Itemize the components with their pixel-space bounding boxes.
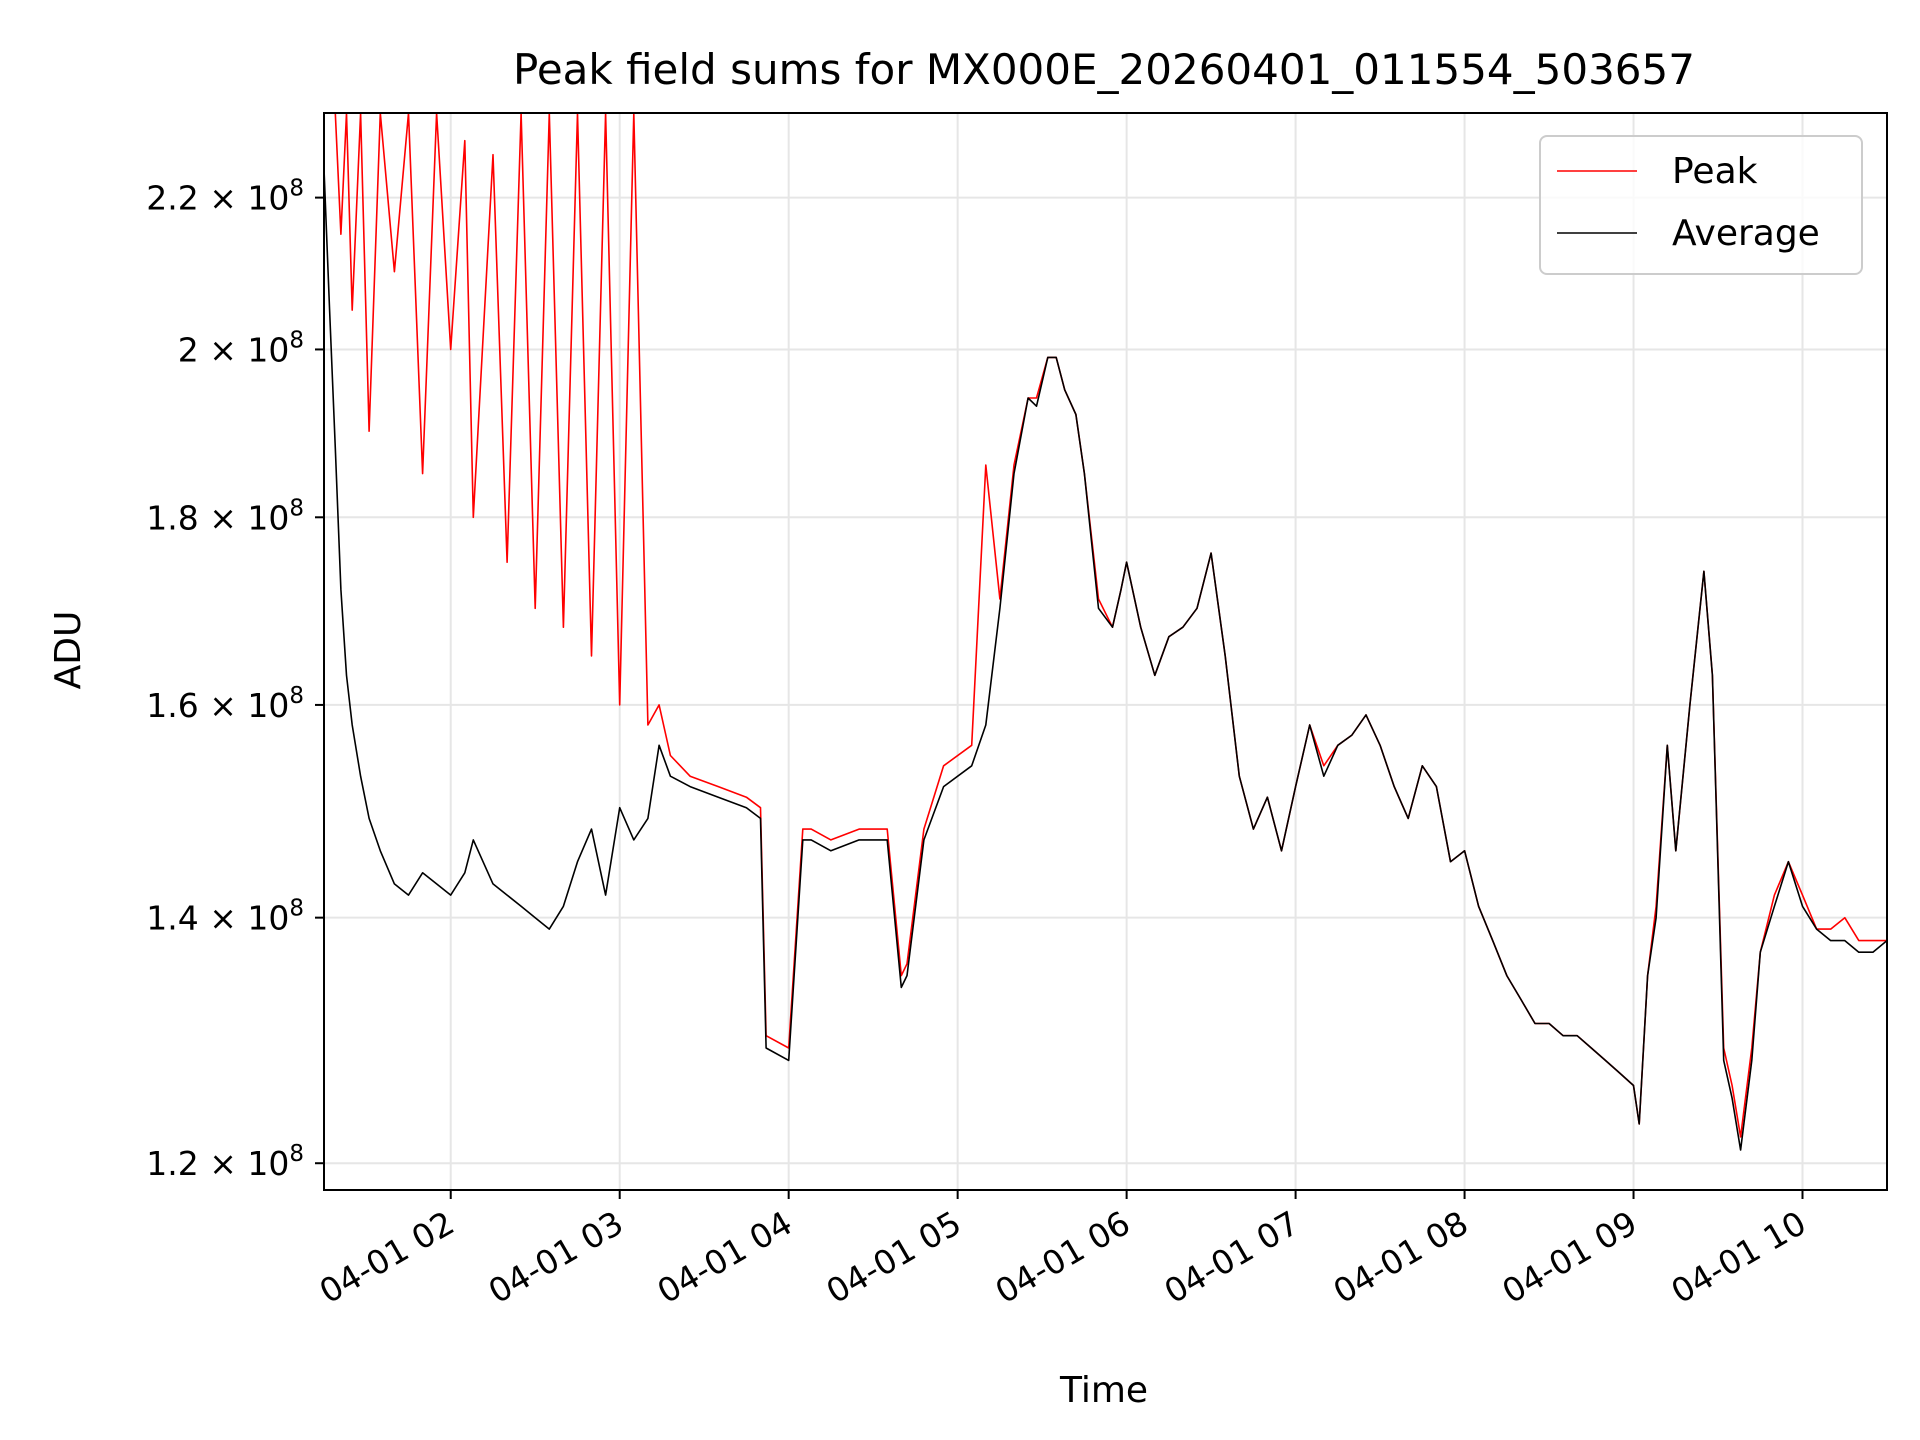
plot-frame xyxy=(323,112,1888,1191)
series-group xyxy=(324,113,1887,1151)
x-tick-label: 04-01 08 xyxy=(1327,1203,1475,1311)
series-line-average xyxy=(324,168,1887,1151)
x-axis: 04-01 02 04-01 03 04-01 04 04-01 05 04-01 06… xyxy=(313,1190,1813,1311)
chart-title: Peak field sums for MX000E_20260401_0115… xyxy=(513,45,1695,94)
y-tick-label: 1.4 × 108 xyxy=(146,896,304,938)
y-tick-label: 2.2 × 108 xyxy=(146,176,304,218)
x-axis-label: Time xyxy=(1059,1370,1148,1411)
x-tick-label: 04-01 04 xyxy=(651,1203,799,1311)
x-tick-label: 04-01 05 xyxy=(820,1203,968,1311)
legend-label-peak: Peak xyxy=(1672,151,1758,192)
y-tick-label: 2 × 108 xyxy=(178,327,304,369)
y-tick-label: 1.2 × 108 xyxy=(146,1141,304,1183)
x-tick-label: 04-01 09 xyxy=(1496,1203,1644,1311)
x-tick-label: 04-01 10 xyxy=(1665,1203,1813,1311)
y-tick-label: 1.6 × 108 xyxy=(146,683,304,725)
grid xyxy=(324,113,1887,1190)
plot-background xyxy=(324,113,1887,1190)
x-tick-label: 04-01 07 xyxy=(1158,1203,1306,1311)
x-tick-label: 04-01 06 xyxy=(989,1203,1137,1311)
y-axis-label: ADU xyxy=(48,611,89,690)
x-tick-label: 04-01 03 xyxy=(482,1203,630,1311)
y-tick-label: 1.8 × 108 xyxy=(146,495,304,537)
x-tick-label: 04-01 02 xyxy=(313,1203,461,1311)
y-axis: 1.2 × 108 1.4 × 108 1.6 × 108 1.8 × 108 2 × … xyxy=(146,176,324,1183)
legend-label-average: Average xyxy=(1672,213,1820,254)
legend: Peak Average xyxy=(1539,135,1863,275)
